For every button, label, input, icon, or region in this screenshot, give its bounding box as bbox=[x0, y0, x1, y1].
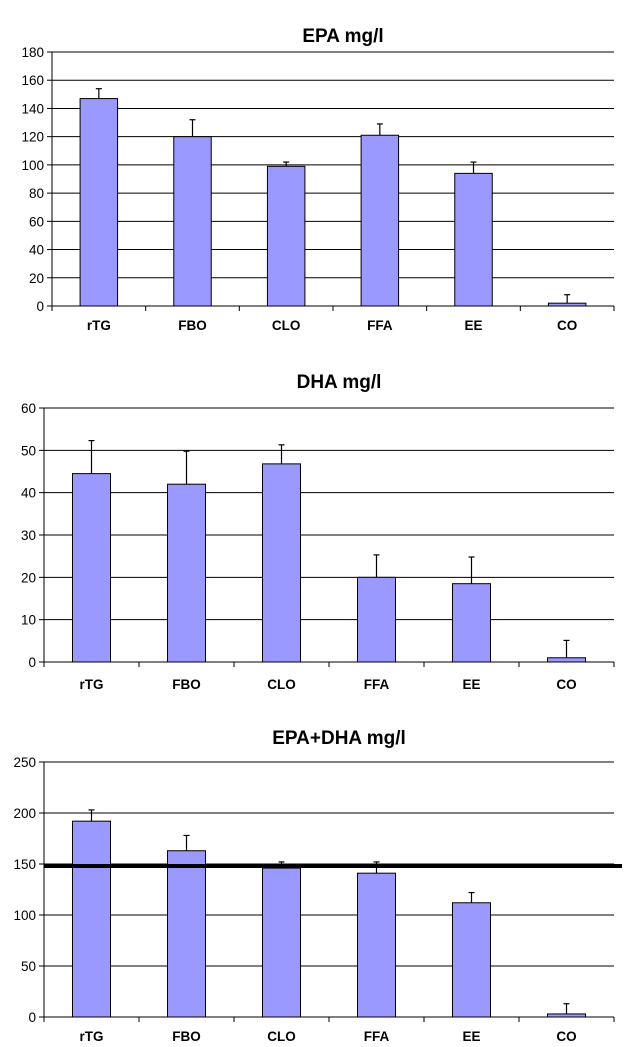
x-tick-label: rTG bbox=[79, 1029, 103, 1044]
bar-ee bbox=[452, 583, 491, 663]
bar-co bbox=[547, 1013, 586, 1018]
x-tick-label: FFA bbox=[364, 677, 390, 692]
bar-rtg bbox=[79, 98, 119, 307]
y-tick-label: 100 bbox=[13, 908, 36, 923]
y-tick-label: 150 bbox=[13, 857, 36, 872]
chart-title: DHA mg/l bbox=[297, 372, 382, 393]
y-tick-label: 50 bbox=[21, 959, 36, 974]
y-tick-label: 250 bbox=[13, 755, 36, 770]
y-tick-label: 30 bbox=[21, 528, 36, 543]
chart-3: EPA+DHA mg/l 0 50 100 150 200 250 rTG FBO CLO FFA E… bbox=[13, 728, 622, 1044]
y-tick-label: 160 bbox=[21, 73, 44, 88]
bar-ffa bbox=[360, 134, 400, 307]
y-tick-label: 50 bbox=[21, 443, 36, 458]
x-tick-label: CO bbox=[556, 677, 576, 692]
bar-rtg bbox=[72, 820, 111, 1018]
y-tick-label: 120 bbox=[21, 130, 44, 145]
y-tick-label: 200 bbox=[13, 806, 36, 821]
x-tick-label: rTG bbox=[87, 318, 111, 333]
x-tick-label: FBO bbox=[178, 318, 207, 333]
y-tick-label: 0 bbox=[28, 655, 36, 670]
x-tick-label: CLO bbox=[272, 318, 301, 333]
y-tick-label: 40 bbox=[29, 243, 44, 258]
bar-fbo bbox=[173, 136, 212, 307]
y-tick-label: 100 bbox=[21, 158, 44, 173]
x-tick-label: rTG bbox=[79, 677, 103, 692]
bar-clo bbox=[262, 463, 301, 663]
y-tick-label: 0 bbox=[36, 299, 44, 314]
y-tick-label: 10 bbox=[21, 613, 36, 628]
y-tick-label: 20 bbox=[29, 271, 44, 286]
chart-2: DHA mg/l 0 10 20 30 40 50 60 rTG FBO CLO FFA EE CO bbox=[21, 372, 615, 692]
bar-rtg bbox=[72, 473, 111, 663]
x-tick-label: FFA bbox=[367, 318, 393, 333]
bar-fbo bbox=[167, 483, 206, 663]
x-tick-label: EE bbox=[464, 318, 482, 333]
x-tick-label: FBO bbox=[172, 1029, 201, 1044]
bar-ffa bbox=[357, 576, 396, 663]
x-tick-label: FBO bbox=[172, 677, 201, 692]
y-tick-label: 60 bbox=[21, 401, 36, 416]
chart-title: EPA+DHA mg/l bbox=[272, 728, 406, 749]
bar-ffa bbox=[357, 872, 396, 1018]
bar-clo bbox=[262, 867, 301, 1018]
bar-clo bbox=[266, 165, 306, 307]
x-tick-label: FFA bbox=[364, 1029, 390, 1044]
bar-ee bbox=[454, 172, 493, 307]
y-tick-label: 80 bbox=[29, 186, 44, 201]
x-tick-label: CO bbox=[557, 318, 577, 333]
y-tick-label: 40 bbox=[21, 486, 36, 501]
bar-ee bbox=[452, 902, 491, 1018]
x-tick-label: EE bbox=[462, 677, 480, 692]
x-tick-label: CLO bbox=[267, 677, 296, 692]
bar-fbo bbox=[167, 850, 206, 1018]
y-tick-label: 180 bbox=[21, 45, 44, 60]
y-tick-label: 0 bbox=[28, 1010, 36, 1025]
chart-1: EPA mg/l 0 20 40 60 80 100 120 140 160 180 rTG FBO CL… bbox=[21, 26, 615, 333]
y-tick-label: 20 bbox=[21, 570, 36, 585]
y-tick-label: 140 bbox=[21, 101, 44, 116]
y-tick-label: 60 bbox=[29, 214, 44, 229]
bar-co bbox=[547, 302, 587, 307]
x-tick-label: EE bbox=[462, 1029, 480, 1044]
bar-co bbox=[547, 657, 586, 663]
chart-title: EPA mg/l bbox=[302, 26, 383, 47]
x-tick-label: CO bbox=[556, 1029, 576, 1044]
x-tick-label: CLO bbox=[267, 1029, 296, 1044]
